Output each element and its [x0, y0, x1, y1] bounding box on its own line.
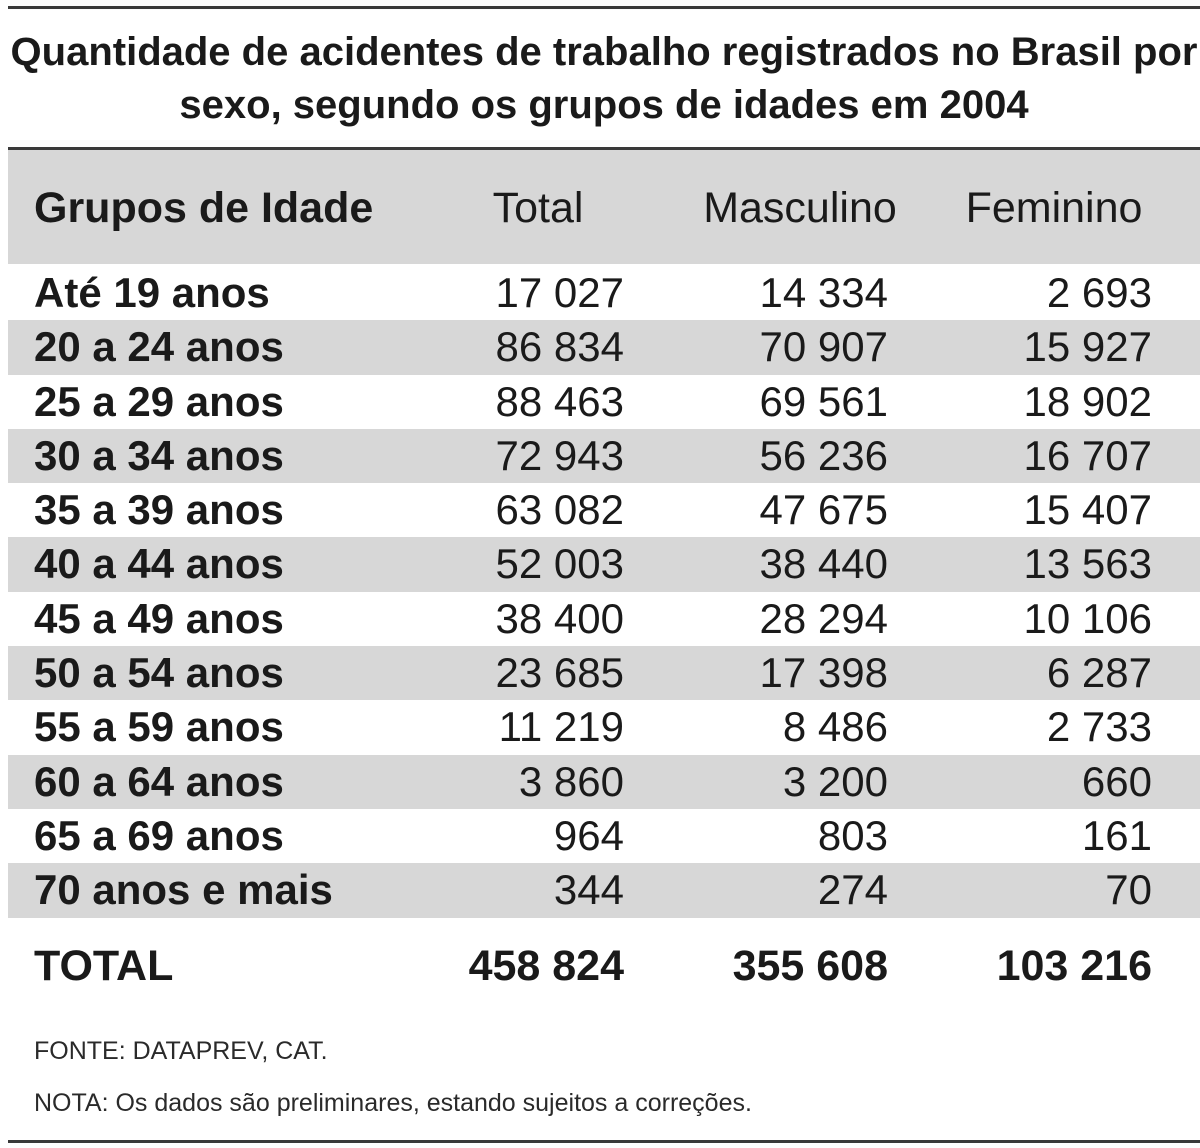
table-body: Até 19 anos 17 027 14 334 2 693 20 a 24 …: [8, 266, 1200, 918]
table-row: 25 a 29 anos 88 463 69 561 18 902: [8, 375, 1200, 429]
row-label: 65 a 69 anos: [34, 811, 284, 859]
row-label: 25 a 29 anos: [34, 377, 284, 425]
table-row: 65 a 69 anos 964 803 161: [8, 809, 1200, 863]
row-masculino: 17 398: [759, 649, 888, 697]
column-header-total: Total: [492, 184, 584, 232]
table-header: [8, 150, 1200, 264]
row-feminino: 15 927: [1023, 323, 1152, 371]
row-masculino: 803: [817, 811, 888, 859]
row-label: 50 a 54 anos: [34, 649, 284, 697]
table-row: 55 a 59 anos 11 219 8 486 2 733: [8, 700, 1200, 754]
table-row: 35 a 39 anos 63 082 47 675 15 407: [8, 483, 1200, 537]
row-feminino: 660: [1081, 757, 1152, 805]
row-masculino: 14 334: [759, 269, 888, 316]
row-feminino: 2 693: [1046, 269, 1152, 316]
row-total: 344: [553, 866, 624, 914]
row-total: 17 027: [495, 269, 624, 316]
row-feminino: 18 902: [1023, 377, 1152, 425]
row-label: 60 a 64 anos: [34, 757, 284, 805]
row-label: 35 a 39 anos: [34, 486, 284, 534]
row-total: 72 943: [495, 431, 624, 479]
column-header-feminino: Feminino: [965, 184, 1143, 232]
totals-total: 458 824: [468, 942, 624, 990]
row-masculino: 8 486: [782, 703, 888, 751]
row-total: 88 463: [495, 377, 624, 425]
table-row: Até 19 anos 17 027 14 334 2 693: [8, 266, 1200, 320]
row-masculino: 274: [817, 866, 888, 914]
column-header-masculino: Masculino: [703, 184, 897, 232]
row-total: 52 003: [495, 540, 624, 588]
table-title: Quantidade de acidentes de trabalho regi…: [10, 30, 1198, 127]
row-masculino: 56 236: [759, 431, 888, 479]
totals-feminino: 103 216: [996, 942, 1152, 990]
row-label: 30 a 34 anos: [34, 431, 284, 479]
totals-row: TOTAL 458 824 355 608 103 216: [8, 938, 1200, 994]
row-total: 964: [553, 811, 624, 859]
row-label: 55 a 59 anos: [34, 703, 284, 751]
row-total: 3 860: [518, 757, 624, 805]
row-feminino: 16 707: [1023, 431, 1152, 479]
totals-label: TOTAL: [34, 942, 174, 990]
row-feminino: 2 733: [1046, 703, 1152, 751]
table-row: 20 a 24 anos 86 834 70 907 15 927: [8, 320, 1200, 375]
row-masculino: 70 907: [759, 323, 888, 371]
row-label: 40 a 44 anos: [34, 540, 284, 588]
totals-masculino: 355 608: [732, 942, 888, 990]
row-masculino: 69 561: [759, 377, 888, 425]
table-row: 45 a 49 anos 38 400 28 294 10 106: [8, 592, 1200, 646]
top-rule: [8, 6, 1200, 9]
table-row: 60 a 64 anos 3 860 3 200 660: [8, 754, 1200, 809]
row-total: 11 219: [498, 703, 624, 751]
table-row: 40 a 44 anos 52 003 38 440 13 563: [8, 537, 1200, 592]
row-masculino: 47 675: [759, 486, 888, 534]
row-total: 86 834: [495, 323, 624, 371]
row-feminino: 161: [1081, 811, 1152, 859]
row-label: 20 a 24 anos: [34, 323, 284, 371]
row-feminino: 15 407: [1023, 486, 1152, 534]
data-note: NOTA: Os dados são preliminares, estando…: [34, 1089, 752, 1117]
row-feminino: 6 287: [1046, 649, 1152, 697]
row-total: 38 400: [495, 594, 624, 642]
header-rule: [8, 147, 1200, 150]
row-masculino: 38 440: [759, 540, 888, 588]
bottom-rule: [8, 1140, 1200, 1143]
table-row: 30 a 34 anos 72 943 56 236 16 707: [8, 428, 1200, 484]
table-row: 50 a 54 anos 23 685 17 398 6 287: [8, 646, 1200, 701]
row-label: Até 19 anos: [34, 269, 270, 316]
row-feminino: 13 563: [1023, 540, 1152, 588]
row-label: 45 a 49 anos: [34, 594, 284, 642]
source-note: FONTE: DATAPREV, CAT.: [34, 1037, 328, 1065]
row-masculino: 3 200: [782, 757, 888, 805]
row-masculino: 28 294: [759, 594, 888, 642]
row-total: 63 082: [495, 486, 624, 534]
row-feminino: 70: [1105, 866, 1152, 914]
row-total: 23 685: [495, 649, 624, 697]
column-header-group: Grupos de Idade: [34, 184, 374, 232]
row-feminino: 10 106: [1023, 594, 1152, 642]
table-row: 70 anos e mais 344 274 70: [8, 863, 1200, 918]
row-label: 70 anos e mais: [34, 866, 333, 914]
